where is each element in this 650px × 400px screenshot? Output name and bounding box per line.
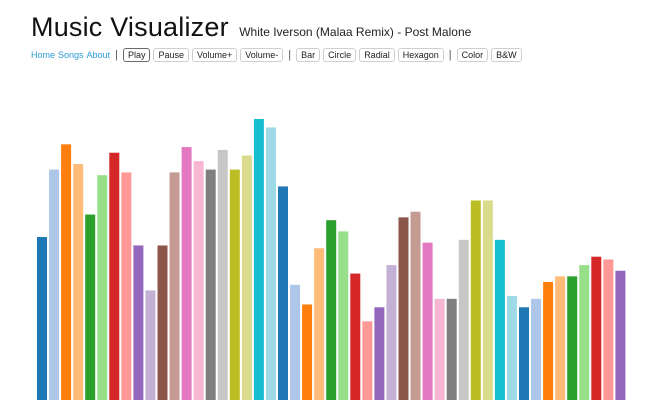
nav-link-songs[interactable]: Songs: [58, 50, 84, 60]
visualizer-bar: [169, 172, 180, 400]
visualizer-bar: [181, 147, 192, 400]
visualizer-bar: [494, 239, 505, 400]
visualizer-bar: [482, 200, 493, 400]
visualizer-bar: [217, 149, 228, 400]
visualizer-bar: [302, 304, 313, 400]
visualizer-bar: [386, 265, 397, 400]
visualizer-bar: [241, 155, 252, 400]
volume-down-button[interactable]: Volume-: [240, 48, 284, 62]
circle-mode-button[interactable]: Circle: [323, 48, 357, 62]
bar-mode-button[interactable]: Bar: [296, 48, 321, 62]
color-mode-button[interactable]: Color: [456, 48, 489, 62]
visualizer-bar: [470, 200, 481, 400]
visualizer-bar: [49, 169, 60, 400]
visualizer-bar: [265, 127, 276, 400]
visualizer-bar: [519, 307, 529, 400]
separator: |: [448, 49, 452, 61]
visualizer-bar: [422, 242, 433, 400]
visualizer-bar: [338, 231, 349, 400]
visualizer-bar: [446, 298, 457, 400]
radial-mode-button[interactable]: Radial: [359, 48, 395, 62]
visualizer-bar: [410, 211, 421, 400]
visualizer-bar: [278, 186, 288, 400]
visualizer-bar: [374, 307, 385, 400]
visualizer-bar: [290, 284, 301, 400]
visualizer-bar: [326, 220, 337, 400]
visualizer-bar: [579, 265, 590, 400]
visualizer-bar: [121, 172, 132, 400]
visualizer-bar: [205, 169, 216, 400]
separator: |: [288, 49, 292, 61]
visualizer-bar: [61, 144, 72, 400]
visualizer-bar: [229, 169, 240, 400]
pause-button[interactable]: Pause: [153, 48, 189, 62]
visualizer-bar: [253, 119, 264, 400]
visualizer-bar: [350, 273, 361, 400]
separator: |: [115, 49, 118, 61]
now-playing-title: White Iverson (Malaa Remix) - Post Malon…: [239, 25, 472, 39]
page-header: Music Visualizer White Iverson (Malaa Re…: [31, 12, 471, 43]
hexagon-mode-button[interactable]: Hexagon: [397, 48, 444, 62]
visualizer-bar: [73, 163, 84, 400]
volume-up-button[interactable]: Volume+: [191, 48, 238, 62]
toolbar: Home Songs About | Play Pause Volume+ Vo…: [31, 48, 525, 62]
visualizer-bar: [615, 270, 626, 400]
bw-mode-button[interactable]: B&W: [491, 48, 522, 62]
nav-link-home[interactable]: Home: [31, 50, 56, 60]
visualizer-bar: [506, 296, 517, 400]
play-button[interactable]: Play: [122, 48, 151, 62]
visualizer-bar: [555, 276, 566, 400]
visualizer-bar: [133, 245, 144, 400]
visualizer-bar: [193, 161, 204, 400]
visualizer-bar: [603, 259, 614, 400]
nav-link-about[interactable]: About: [86, 50, 111, 60]
visualizer-bar: [109, 152, 120, 400]
visualizer-bar: [567, 276, 578, 400]
page-title: Music Visualizer: [31, 12, 229, 42]
visualizer-bar: [37, 237, 47, 400]
visualizer-bar: [434, 298, 445, 400]
visualizer-bar: [543, 281, 554, 400]
visualizer-bar: [97, 175, 108, 400]
visualizer-bar: [398, 217, 409, 400]
visualizer-bar: [531, 298, 542, 400]
visualizer-bar: [314, 248, 325, 400]
visualizer-bar: [145, 290, 156, 400]
visualizer-bar: [157, 245, 168, 400]
visualizer-bar: [85, 214, 96, 400]
visualizer-bar: [362, 321, 373, 400]
visualizer-bar: [458, 239, 469, 400]
visualizer-bar: [591, 256, 602, 400]
